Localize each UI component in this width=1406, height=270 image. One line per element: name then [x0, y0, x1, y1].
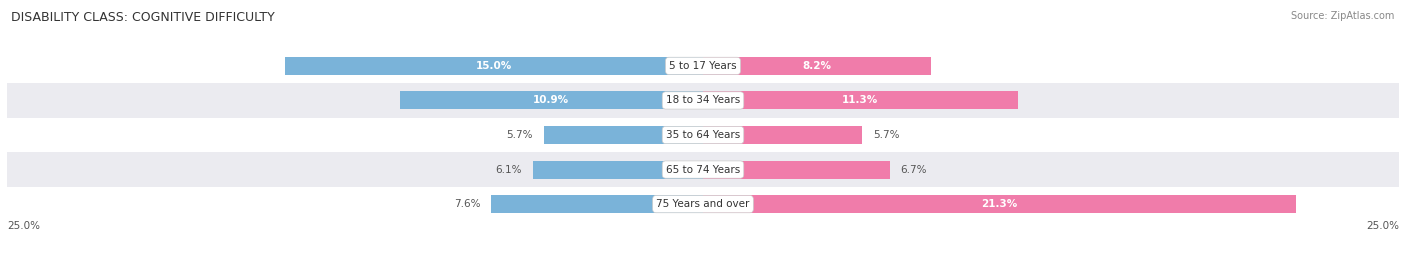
Text: 6.1%: 6.1%	[495, 164, 522, 175]
Bar	[492, 195, 703, 213]
Text: 7.6%: 7.6%	[454, 199, 481, 209]
Text: 75 Years and over: 75 Years and over	[657, 199, 749, 209]
Text: 35 to 64 Years: 35 to 64 Years	[666, 130, 740, 140]
Text: 5.7%: 5.7%	[873, 130, 900, 140]
Bar	[399, 92, 703, 109]
Text: 65 to 74 Years: 65 to 74 Years	[666, 164, 740, 175]
Text: DISABILITY CLASS: COGNITIVE DIFFICULTY: DISABILITY CLASS: COGNITIVE DIFFICULTY	[11, 11, 276, 24]
Text: 25.0%: 25.0%	[7, 221, 39, 231]
Text: 8.2%: 8.2%	[803, 61, 831, 71]
Text: 18 to 34 Years: 18 to 34 Years	[666, 95, 740, 106]
Bar	[7, 187, 1399, 221]
Text: Source: ZipAtlas.com: Source: ZipAtlas.com	[1291, 11, 1395, 21]
Bar	[544, 126, 703, 144]
Text: 21.3%: 21.3%	[981, 199, 1018, 209]
Text: 10.9%: 10.9%	[533, 95, 569, 106]
Text: 15.0%: 15.0%	[477, 61, 512, 71]
Text: 5.7%: 5.7%	[506, 130, 533, 140]
Legend: Male, Female: Male, Female	[644, 269, 762, 270]
Bar	[703, 126, 862, 144]
Text: 5 to 17 Years: 5 to 17 Years	[669, 61, 737, 71]
Bar	[7, 118, 1399, 152]
Bar	[703, 57, 931, 75]
Bar	[7, 83, 1399, 118]
Bar	[703, 161, 890, 178]
Bar	[703, 92, 1018, 109]
Bar	[533, 161, 703, 178]
Text: 11.3%: 11.3%	[842, 95, 879, 106]
Bar	[703, 195, 1296, 213]
Bar	[285, 57, 703, 75]
Text: 25.0%: 25.0%	[1367, 221, 1399, 231]
Text: 6.7%: 6.7%	[901, 164, 927, 175]
Bar	[7, 49, 1399, 83]
Bar	[7, 152, 1399, 187]
